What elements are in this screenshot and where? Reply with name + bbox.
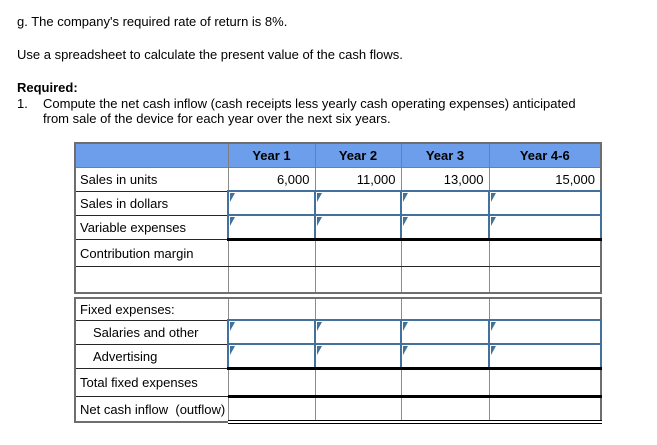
cell-contribution-margin-year3 (400, 238, 490, 267)
cell-net-cash-year3 (400, 395, 490, 424)
row-variable-expenses: Variable expenses (74, 214, 602, 241)
cell-total-fixed-year3 (400, 367, 490, 397)
answer-marker-icon (403, 217, 408, 226)
header-cell-year1: Year 1 (227, 142, 316, 168)
intro-line-spreadsheet: Use a spreadsheet to calculate the prese… (17, 47, 403, 62)
answer-cell-salaries-year2[interactable] (314, 319, 402, 345)
required-heading: Required: (17, 80, 78, 95)
table-header-row: Year 1 Year 2 Year 3 Year 4-6 (74, 142, 602, 168)
row-blank (74, 266, 602, 294)
cell-net-cash-year4-6 (488, 395, 602, 424)
answer-cell-variable-expenses-year4-6[interactable] (488, 214, 602, 241)
answer-marker-icon (317, 346, 322, 355)
answer-cell-variable-expenses-year1[interactable] (227, 214, 316, 241)
cell-net-cash-year2 (314, 395, 402, 424)
answer-marker-icon (491, 217, 496, 226)
header-cell-year3: Year 3 (400, 142, 490, 168)
answer-cell-advertising-year2[interactable] (314, 343, 402, 370)
answer-cell-sales-dollars-year3[interactable] (400, 190, 490, 216)
answer-cell-advertising-year4-6[interactable] (488, 343, 602, 370)
cell-contribution-margin-year2 (314, 238, 402, 267)
row-label-contribution-margin: Contribution margin (74, 239, 229, 267)
answer-marker-icon (230, 193, 235, 202)
answer-marker-icon (403, 346, 408, 355)
answer-marker-icon (317, 193, 322, 202)
cell-total-fixed-year1 (227, 367, 316, 397)
spreadsheet-table-lower: Fixed expenses: Salaries and other Adver… (74, 297, 602, 424)
requirement-item: 1. Compute the net cash inflow (cash rec… (17, 96, 657, 126)
answer-cell-advertising-year1[interactable] (227, 343, 316, 370)
value-sales-units-year3: 13,000 (400, 167, 490, 192)
answer-cell-salaries-year1[interactable] (227, 319, 316, 345)
answer-cell-sales-dollars-year1[interactable] (227, 190, 316, 216)
row-label-net-cash-inflow: Net cash inflow (outflow) (74, 396, 229, 423)
answer-marker-icon (230, 217, 235, 226)
spreadsheet-table-upper: Year 1 Year 2 Year 3 Year 4-6 Sales in u… (74, 142, 602, 294)
cell-total-fixed-year4-6 (488, 367, 602, 397)
row-net-cash-inflow: Net cash inflow (outflow) (74, 395, 602, 424)
worksheet-page: g. The company's required rate of return… (17, 14, 657, 424)
row-contribution-margin: Contribution margin (74, 238, 602, 267)
cell-blank-year1 (227, 266, 316, 294)
spreadsheet: Year 1 Year 2 Year 3 Year 4-6 Sales in u… (74, 142, 657, 424)
row-label-blank (74, 266, 229, 294)
cell-fixed-expenses-year4-6 (488, 297, 602, 321)
answer-marker-icon (491, 193, 496, 202)
answer-marker-icon (317, 217, 322, 226)
cell-fixed-expenses-year3 (400, 297, 490, 321)
intro-line-rate: g. The company's required rate of return… (17, 14, 288, 29)
cell-contribution-margin-year4-6 (488, 238, 602, 267)
row-label-salaries-and-other: Salaries and other (74, 319, 229, 345)
cell-blank-year2 (314, 266, 402, 294)
answer-marker-icon (403, 193, 408, 202)
row-label-sales-in-units: Sales in units (74, 167, 229, 192)
requirement-text: Compute the net cash inflow (cash receip… (43, 96, 576, 126)
answer-cell-variable-expenses-year2[interactable] (314, 214, 402, 241)
row-sales-in-units: Sales in units 6,000 11,000 13,000 15,00… (74, 167, 602, 192)
row-sales-in-dollars: Sales in dollars (74, 190, 602, 216)
row-label-variable-expenses: Variable expenses (74, 214, 229, 240)
answer-marker-icon (491, 322, 496, 331)
header-cell-year4-6: Year 4-6 (488, 142, 602, 168)
requirement-number: 1. (17, 96, 28, 111)
row-label-fixed-expenses: Fixed expenses: (74, 297, 229, 321)
row-label-total-fixed-expenses: Total fixed expenses (74, 368, 229, 397)
row-total-fixed-expenses: Total fixed expenses (74, 367, 602, 397)
cell-fixed-expenses-year1 (227, 297, 316, 321)
cell-fixed-expenses-year2 (314, 297, 402, 321)
answer-marker-icon (403, 322, 408, 331)
cell-net-cash-year1 (227, 395, 316, 424)
answer-cell-sales-dollars-year4-6[interactable] (488, 190, 602, 216)
row-fixed-expenses-heading: Fixed expenses: (74, 297, 602, 321)
cell-total-fixed-year2 (314, 367, 402, 397)
row-salaries-and-other: Salaries and other (74, 319, 602, 345)
answer-cell-advertising-year3[interactable] (400, 343, 490, 370)
answer-marker-icon (230, 346, 235, 355)
answer-cell-salaries-year3[interactable] (400, 319, 490, 345)
answer-marker-icon (230, 322, 235, 331)
answer-cell-sales-dollars-year2[interactable] (314, 190, 402, 216)
answer-marker-icon (491, 346, 496, 355)
answer-marker-icon (317, 322, 322, 331)
answer-cell-salaries-year4-6[interactable] (488, 319, 602, 345)
answer-cell-variable-expenses-year3[interactable] (400, 214, 490, 241)
row-label-sales-in-dollars: Sales in dollars (74, 190, 229, 216)
cell-blank-year4-6 (488, 266, 602, 294)
cell-blank-year3 (400, 266, 490, 294)
row-label-advertising: Advertising (74, 343, 229, 369)
header-cell-blank (74, 142, 229, 168)
value-sales-units-year4-6: 15,000 (488, 167, 602, 192)
row-advertising: Advertising (74, 343, 602, 370)
value-sales-units-year1: 6,000 (227, 167, 316, 192)
cell-contribution-margin-year1 (227, 238, 316, 267)
value-sales-units-year2: 11,000 (314, 167, 402, 192)
header-cell-year2: Year 2 (314, 142, 402, 168)
